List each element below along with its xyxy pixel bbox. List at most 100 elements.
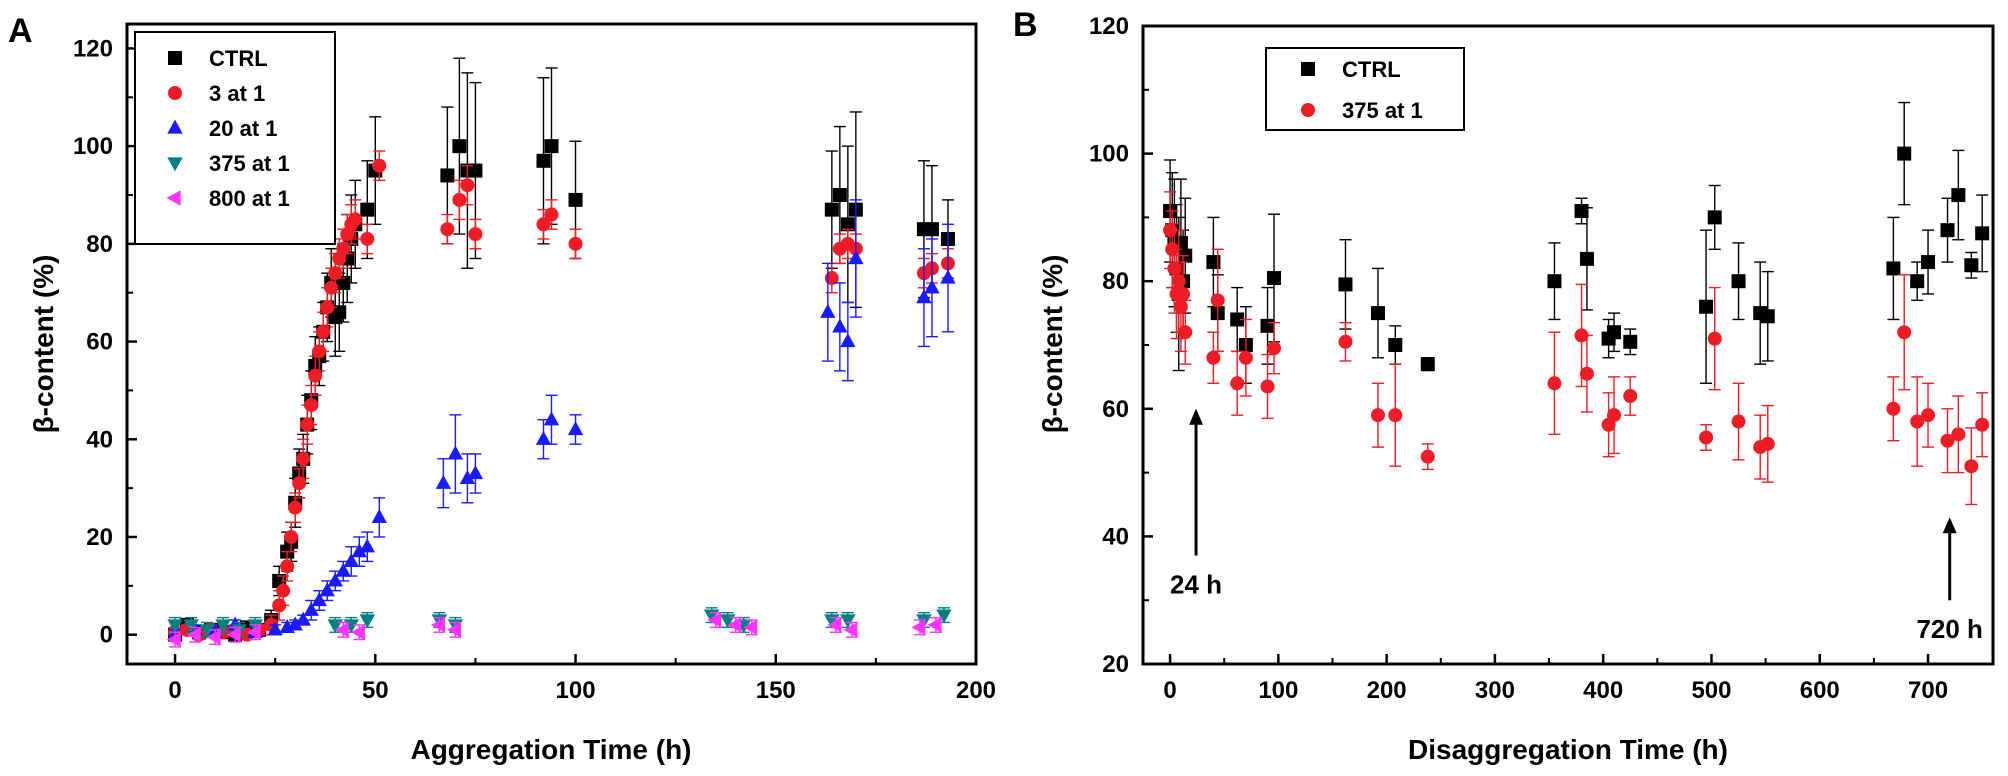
data-point <box>1547 376 1562 391</box>
data-point <box>1230 312 1245 327</box>
data-point <box>440 222 455 237</box>
data-point <box>824 202 839 217</box>
data-point <box>316 324 331 339</box>
data-point <box>215 619 231 634</box>
data-point <box>246 624 261 640</box>
data-point <box>1178 325 1193 340</box>
data-point <box>447 445 464 460</box>
panel-a-legend-box <box>134 31 336 245</box>
data-point <box>1230 376 1245 391</box>
data-point <box>334 622 349 638</box>
legend-label: 20 at 1 <box>209 116 278 141</box>
data-point <box>840 333 856 348</box>
data-point <box>351 543 367 558</box>
data-point <box>1623 334 1638 349</box>
data-point <box>303 601 319 616</box>
legend-marker <box>166 190 181 206</box>
data-point <box>308 368 323 383</box>
panel-a-xtick-label: 0 <box>168 677 181 704</box>
panel-b-ytick-label: 100 <box>1089 141 1129 168</box>
panel-a-ylabel: β-content (%) <box>28 255 59 434</box>
panel-a-xtick-label: 150 <box>756 677 796 704</box>
panel-a-xlabel: Aggregation Time (h) <box>410 734 691 765</box>
data-point <box>1420 449 1435 464</box>
data-point <box>1238 350 1253 365</box>
data-point <box>827 617 842 633</box>
panel-a-ytick-label: 80 <box>86 231 113 258</box>
legend-label: 3 at 1 <box>209 81 265 106</box>
data-point <box>206 629 221 645</box>
data-point <box>276 583 291 598</box>
data-point <box>350 624 365 640</box>
data-point <box>166 631 181 648</box>
data-point <box>440 168 455 183</box>
panel-b-xtick-label: 200 <box>1367 677 1407 704</box>
data-point <box>452 139 467 154</box>
data-point <box>911 619 926 636</box>
legend-label: CTRL <box>1342 57 1401 82</box>
legend-marker <box>1301 103 1315 117</box>
data-point <box>1897 325 1912 340</box>
data-point <box>359 538 375 553</box>
data-point <box>1975 417 1990 432</box>
panel-b-legend: CTRL 375 at 1 <box>1265 47 1465 131</box>
data-point <box>1338 334 1353 349</box>
data-point <box>467 465 484 480</box>
panel-b-xtick-label: 500 <box>1691 677 1731 704</box>
panel-b-letter: B <box>1013 6 1038 44</box>
data-point <box>1731 414 1746 429</box>
data-point <box>927 617 942 633</box>
data-point <box>544 139 559 154</box>
data-point <box>1176 286 1191 301</box>
data-point <box>568 236 583 251</box>
panel-b-xtick-label: 100 <box>1258 677 1298 704</box>
data-point <box>288 500 303 515</box>
data-point <box>372 158 387 173</box>
panel-a-xtick-label: 50 <box>362 677 389 704</box>
data-point <box>459 469 476 484</box>
panel-b-xtick-label: 600 <box>1800 677 1840 704</box>
data-point <box>1951 427 1966 442</box>
data-point <box>567 421 584 436</box>
data-point <box>535 430 552 445</box>
data-point <box>707 612 722 628</box>
data-point <box>280 559 295 574</box>
panel-a-ytick-label: 0 <box>100 622 113 649</box>
data-point <box>1167 261 1182 276</box>
panel-b-series-375-at-1 <box>1163 191 1990 506</box>
data-point <box>840 614 856 629</box>
data-point <box>1171 274 1186 289</box>
legend-marker <box>168 51 182 65</box>
panel-a-ytick-label: 100 <box>73 133 113 160</box>
data-point <box>1975 226 1990 241</box>
data-point <box>452 192 467 207</box>
data-point <box>1579 366 1594 381</box>
data-point <box>335 562 351 577</box>
data-point <box>1886 261 1901 276</box>
data-point <box>360 231 375 246</box>
data-point <box>1338 277 1353 292</box>
data-point <box>936 609 952 624</box>
data-point <box>544 207 559 222</box>
data-point <box>1173 299 1188 314</box>
data-point <box>1267 341 1282 356</box>
panel-b-ytick-label: 120 <box>1089 13 1129 40</box>
panel-b-series-ctrl <box>1163 101 1990 384</box>
annotation-label: 24 h <box>1170 570 1222 600</box>
panel-b-xtick-label: 300 <box>1475 677 1515 704</box>
panel-a-ytick-label: 60 <box>86 329 113 356</box>
data-point <box>1940 223 1955 238</box>
data-point <box>1897 146 1912 161</box>
annotation-arrow-head <box>1189 408 1204 425</box>
data-point <box>1163 223 1178 238</box>
data-point <box>199 624 215 639</box>
data-point <box>1699 299 1714 314</box>
data-point <box>1623 389 1638 404</box>
panel-a-ytick-label: 40 <box>86 426 113 453</box>
panel-b-xtick-label: 700 <box>1908 677 1948 704</box>
data-point <box>924 222 939 237</box>
data-point <box>1760 436 1775 451</box>
legend-marker <box>168 86 182 100</box>
panel-b-xtick-label: 400 <box>1583 677 1623 704</box>
